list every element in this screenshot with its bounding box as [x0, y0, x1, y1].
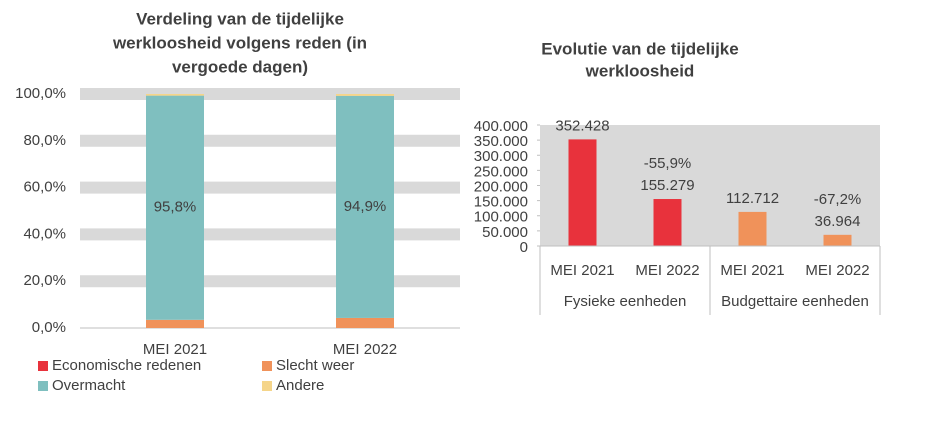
legend-marker: [38, 361, 48, 371]
legend-marker: [262, 381, 272, 391]
x-tick-label: MEI 2021: [720, 262, 784, 279]
y-tick-label: 50.000: [482, 224, 528, 241]
x-tick-label: MEI 2022: [333, 341, 397, 358]
bar-segment: [336, 94, 394, 96]
group-label: Budgettaire eenheden: [721, 293, 869, 310]
chart-title: Evolutie van de tijdelijke: [541, 39, 738, 58]
y-tick-label: 400.000: [474, 118, 528, 135]
plot-area: [540, 125, 880, 246]
chart-title: vergoede dagen): [172, 57, 308, 76]
value-label: 155.279: [640, 177, 694, 194]
legend-marker: [38, 381, 48, 391]
y-tick-label: 300.000: [474, 148, 528, 165]
bar-segment: [146, 94, 204, 96]
y-tick-label: 100,0%: [15, 85, 66, 102]
change-label: -67,2%: [814, 191, 862, 208]
y-tick-label: 60,0%: [23, 179, 66, 196]
bar: [653, 199, 682, 246]
y-tick-label: 350.000: [474, 133, 528, 150]
legend-label: Slecht weer: [276, 357, 354, 374]
legend-label: Andere: [276, 377, 324, 394]
y-tick-label: 0: [520, 239, 528, 256]
x-tick-label: MEI 2021: [143, 341, 207, 358]
x-tick-label: MEI 2021: [550, 262, 614, 279]
value-label: 94,9%: [344, 198, 387, 215]
value-label: 352.428: [555, 117, 609, 134]
y-tick-label: 20,0%: [23, 272, 66, 289]
bar: [568, 139, 597, 246]
legend-marker: [262, 361, 272, 371]
y-tick-label: 150.000: [474, 194, 528, 211]
y-tick-label: 80,0%: [23, 132, 66, 149]
y-tick-label: 0,0%: [32, 319, 66, 336]
y-tick-label: 200.000: [474, 178, 528, 195]
value-label: 112.712: [726, 190, 779, 207]
bar-segment: [336, 317, 394, 328]
bar: [738, 211, 767, 246]
chart-title: werkloosheid: [585, 61, 695, 80]
y-tick-label: 100.000: [474, 209, 528, 226]
x-tick-label: MEI 2022: [635, 262, 699, 279]
y-tick-label: 40,0%: [23, 225, 66, 242]
bar-segment: [336, 95, 394, 318]
legend-label: Economische redenen: [52, 357, 201, 374]
chart-title: Verdeling van de tijdelijke: [136, 9, 344, 28]
bar-segment: [146, 95, 204, 320]
legend-label: Overmacht: [52, 377, 126, 394]
bar-segment: [146, 319, 204, 328]
change-label: -55,9%: [644, 155, 692, 172]
bar: [823, 234, 852, 246]
value-label: 36.964: [815, 213, 861, 230]
value-label: 95,8%: [154, 199, 197, 216]
group-label: Fysieke eenheden: [564, 293, 687, 310]
chart-title: werkloosheid volgens reden (in: [112, 33, 367, 52]
y-tick-label: 250.000: [474, 163, 528, 180]
x-tick-label: MEI 2022: [805, 262, 869, 279]
